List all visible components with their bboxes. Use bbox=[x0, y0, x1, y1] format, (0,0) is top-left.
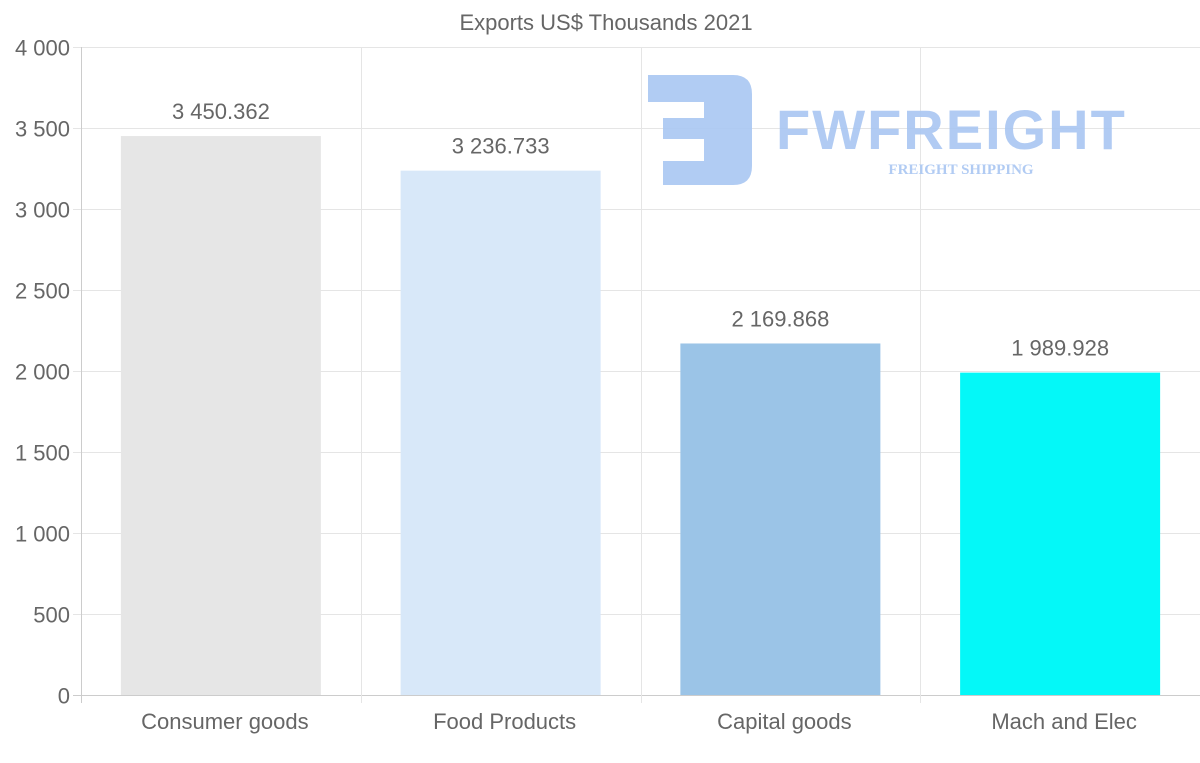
logo-brand-text: FWFREIGHT bbox=[776, 98, 1127, 161]
y-tick-label: 500 bbox=[33, 603, 70, 628]
y-tick-label: 2 000 bbox=[15, 360, 70, 385]
y-axis: 0 500 1 000 1 500 2 000 2 500 3 000 3 500 4 000 bbox=[15, 36, 70, 709]
data-label: 2 169.868 bbox=[731, 306, 829, 331]
bar-food-products[interactable] bbox=[400, 170, 601, 695]
logo-tagline-text: FREIGHT SHIPPING bbox=[888, 162, 1033, 178]
bar-mach-and-elec[interactable] bbox=[960, 372, 1161, 695]
x-tick-label: Mach and Elec bbox=[991, 709, 1137, 734]
logo-mark-icon bbox=[648, 75, 752, 185]
bar-consumer-goods[interactable] bbox=[120, 136, 321, 695]
watermark-logo: FWFREIGHT FREIGHT SHIPPING bbox=[648, 75, 1127, 185]
data-label: 3 236.733 bbox=[452, 134, 550, 159]
y-tick-label: 2 500 bbox=[15, 279, 70, 304]
x-tick-label: Food Products bbox=[433, 709, 576, 734]
chart-title: Exports US$ Thousands 2021 bbox=[459, 10, 752, 35]
y-tick-label: 1 500 bbox=[15, 441, 70, 466]
y-tick-label: 4 000 bbox=[15, 36, 70, 61]
x-tick-label: Capital goods bbox=[717, 709, 852, 734]
y-tick-label: 1 000 bbox=[15, 522, 70, 547]
data-label: 1 989.928 bbox=[1011, 336, 1109, 361]
bar-capital-goods[interactable] bbox=[680, 343, 881, 695]
x-axis: Consumer goods Food Products Capital goods… bbox=[141, 709, 1137, 734]
x-tick-label: Consumer goods bbox=[141, 709, 309, 734]
bars: 3 450.362 3 236.733 2 169.868 1 989.928 bbox=[120, 99, 1161, 695]
data-label: 3 450.362 bbox=[172, 99, 270, 124]
y-tick-label: 3 000 bbox=[15, 198, 70, 223]
y-tick-label: 3 500 bbox=[15, 117, 70, 142]
y-tick-label: 0 bbox=[58, 684, 70, 709]
